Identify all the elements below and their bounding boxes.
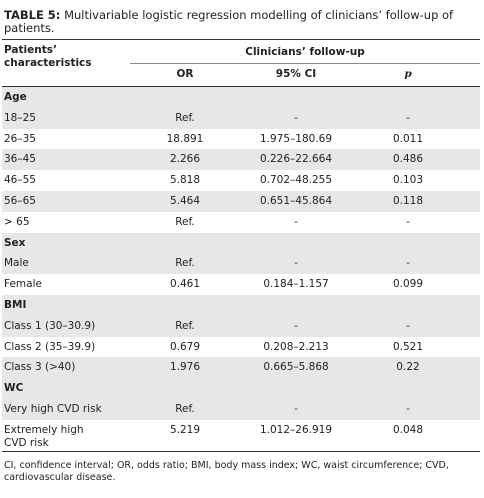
column-header: OR — [176, 68, 194, 80]
row-label: Female — [4, 278, 42, 291]
row-label: 56–65 — [4, 195, 36, 207]
row-shade — [2, 87, 480, 108]
row-shade — [2, 378, 480, 399]
group-rule — [130, 63, 480, 64]
footnote: CI, confidence interval; OR, odds ratio;… — [4, 460, 449, 483]
header-rule — [2, 86, 480, 87]
cell: 5.219 — [169, 423, 201, 436]
cell: Ref. — [175, 319, 195, 332]
cell: 18.891 — [166, 132, 204, 145]
row-shade — [2, 149, 480, 171]
cell: 5.464 — [169, 195, 201, 207]
cell: - — [294, 403, 298, 415]
row-label: Very high CVD risk — [4, 403, 102, 415]
row-shade — [2, 253, 480, 275]
row-shade — [2, 315, 480, 337]
cell: 0.22 — [396, 361, 420, 374]
row-label: 26–35 — [4, 132, 36, 145]
section-header: Age — [4, 91, 27, 103]
column-header: p — [404, 68, 412, 80]
cell: 0.048 — [392, 423, 424, 436]
row-shade — [2, 399, 480, 420]
cell: 0.461 — [169, 278, 201, 291]
section-header: Sex — [4, 236, 26, 249]
cell: - — [406, 403, 410, 415]
row-shade — [2, 191, 480, 212]
table-caption: TABLE 5: Multivariable logistic regressi… — [4, 9, 480, 35]
cell: 1.975–180.69 — [259, 132, 333, 145]
cell: - — [294, 319, 298, 332]
cell: 0.679 — [169, 340, 201, 353]
cell: - — [406, 319, 410, 332]
cell: 0.011 — [392, 132, 424, 145]
caption-label: TABLE 5: — [4, 8, 61, 22]
cell: Ref. — [175, 403, 195, 415]
cell: 0.651–45.864 — [259, 195, 333, 207]
row-shade — [2, 357, 480, 379]
cell: - — [406, 215, 410, 228]
row-shade — [2, 232, 480, 254]
row-label: Class 1 (30–30.9) — [4, 319, 96, 332]
cell: 0.665–5.868 — [263, 361, 329, 374]
row-label: Class 3 (>40) — [4, 361, 76, 374]
cell: 1.976 — [169, 361, 201, 374]
cell: - — [294, 215, 298, 228]
cell: 0.521 — [392, 340, 424, 353]
caption-text: Multivariable logistic regression modell… — [4, 8, 454, 35]
row-label: > 65 — [4, 215, 30, 228]
row-label: 36–45 — [4, 153, 36, 166]
cell: - — [294, 257, 298, 270]
column-header: 95% CI — [275, 68, 317, 80]
cell: 0.208–2.213 — [263, 340, 329, 353]
row-shade — [2, 295, 480, 316]
cell: 0.486 — [392, 153, 424, 166]
cell: 0.118 — [392, 195, 424, 207]
bottom-rule — [2, 450, 480, 452]
row-label: 18–25 — [4, 111, 36, 124]
row-label: Extremely high CVD risk — [4, 423, 84, 449]
cell: Ref. — [175, 111, 195, 124]
cell: - — [406, 257, 410, 270]
row-shade — [2, 107, 480, 129]
cell: 1.012–26.919 — [259, 423, 333, 436]
cell: 2.266 — [169, 153, 201, 166]
row-label: Male — [4, 257, 29, 270]
row-label-header: Patients’ characteristics — [4, 44, 92, 69]
cell: 0.103 — [392, 174, 424, 187]
cell: - — [406, 111, 410, 124]
cell: Ref. — [175, 257, 195, 270]
section-header: BMI — [4, 299, 27, 311]
cell: - — [294, 111, 298, 124]
cell: 0.702–48.255 — [259, 174, 333, 187]
cell: 0.099 — [392, 278, 424, 291]
row-label: Class 2 (35–39.9) — [4, 340, 96, 353]
cell: 0.184–1.157 — [263, 278, 329, 291]
section-header: WC — [4, 382, 24, 395]
cell: 0.226–22.664 — [259, 153, 333, 166]
cell: Ref. — [175, 215, 195, 228]
cell: 5.818 — [169, 174, 201, 187]
group-header: Clinicians’ follow-up — [245, 46, 365, 58]
top-rule — [2, 39, 480, 40]
row-label: 46–55 — [4, 174, 36, 187]
